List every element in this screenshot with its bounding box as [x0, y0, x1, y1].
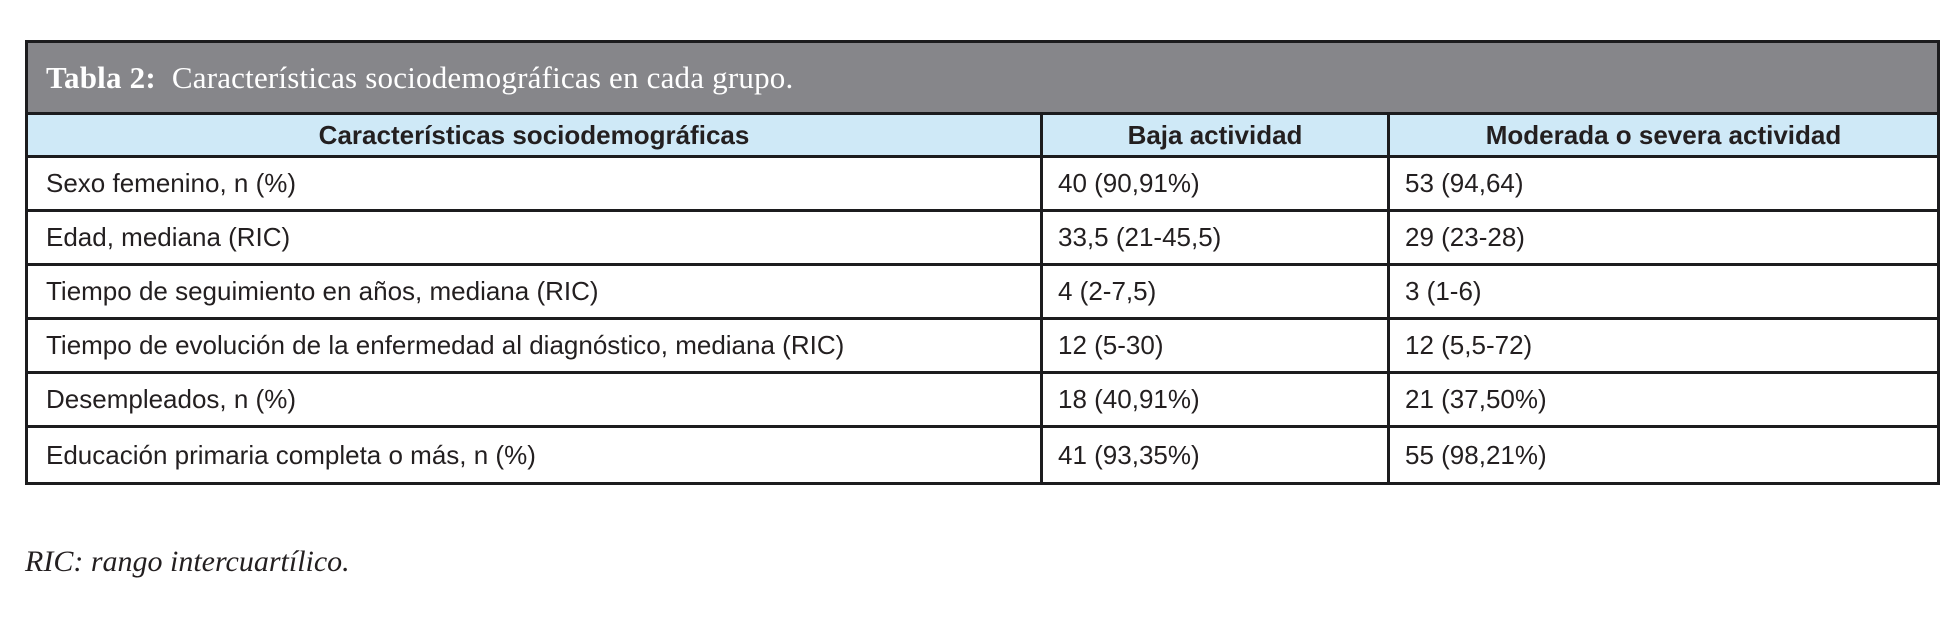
row-label: Tiempo de seguimiento en años, mediana (…	[46, 276, 599, 307]
table-title-bar: Tabla 2: Características sociodemográfic…	[28, 43, 1937, 115]
cell-low-activity: 18 (40,91%)	[1040, 374, 1387, 425]
column-header-moderate-severe-activity: Moderada o severa actividad	[1387, 115, 1937, 155]
row-label: Sexo femenino, n (%)	[46, 168, 297, 199]
cell-low-activity: 4 (2-7,5)	[1040, 266, 1387, 317]
cell-moderate-severe-activity: 12 (5,5-72)	[1387, 320, 1937, 371]
row-label: Educación primaria completa o más, n (%)	[46, 439, 536, 470]
table-row: Desempleados, n (%) 18 (40,91%) 21 (37,5…	[28, 374, 1937, 428]
cell-low-activity: 40 (90,91%)	[1040, 158, 1387, 209]
column-header-characteristic: Características sociodemográficas	[318, 119, 750, 150]
row-label: Tiempo de evolución de la enfermedad al …	[46, 330, 845, 361]
cell-moderate-severe-activity: 21 (37,50%)	[1387, 374, 1937, 425]
table-2: Tabla 2: Características sociodemográfic…	[25, 40, 1940, 485]
cell-moderate-severe-activity: 3 (1-6)	[1387, 266, 1937, 317]
row-label: Edad, mediana (RIC)	[46, 222, 291, 253]
table-row: Edad, mediana (RIC) 33,5 (21-45,5) 29 (2…	[28, 212, 1937, 266]
table-row: Tiempo de evolución de la enfermedad al …	[28, 320, 1937, 374]
table-row: Sexo femenino, n (%) 40 (90,91%) 53 (94,…	[28, 158, 1937, 212]
cell-moderate-severe-activity: 29 (23-28)	[1387, 212, 1937, 263]
table-header-row: Características sociodemográficas Baja a…	[28, 115, 1937, 158]
table-number-label: Tabla 2:	[46, 59, 156, 95]
table-row: Tiempo de seguimiento en años, mediana (…	[28, 266, 1937, 320]
column-header-low-activity: Baja actividad	[1040, 115, 1387, 155]
table-row: Educación primaria completa o más, n (%)…	[28, 428, 1937, 482]
table-title-text: Características sociodemográficas en cad…	[171, 59, 794, 95]
cell-moderate-severe-activity: 53 (94,64)	[1387, 158, 1937, 209]
cell-low-activity: 12 (5-30)	[1040, 320, 1387, 371]
cell-low-activity: 41 (93,35%)	[1040, 428, 1387, 482]
table-footnote: RIC: rango intercuartílico.	[25, 545, 350, 578]
cell-low-activity: 33,5 (21-45,5)	[1040, 212, 1387, 263]
row-label: Desempleados, n (%)	[46, 384, 296, 415]
cell-moderate-severe-activity: 55 (98,21%)	[1387, 428, 1937, 482]
